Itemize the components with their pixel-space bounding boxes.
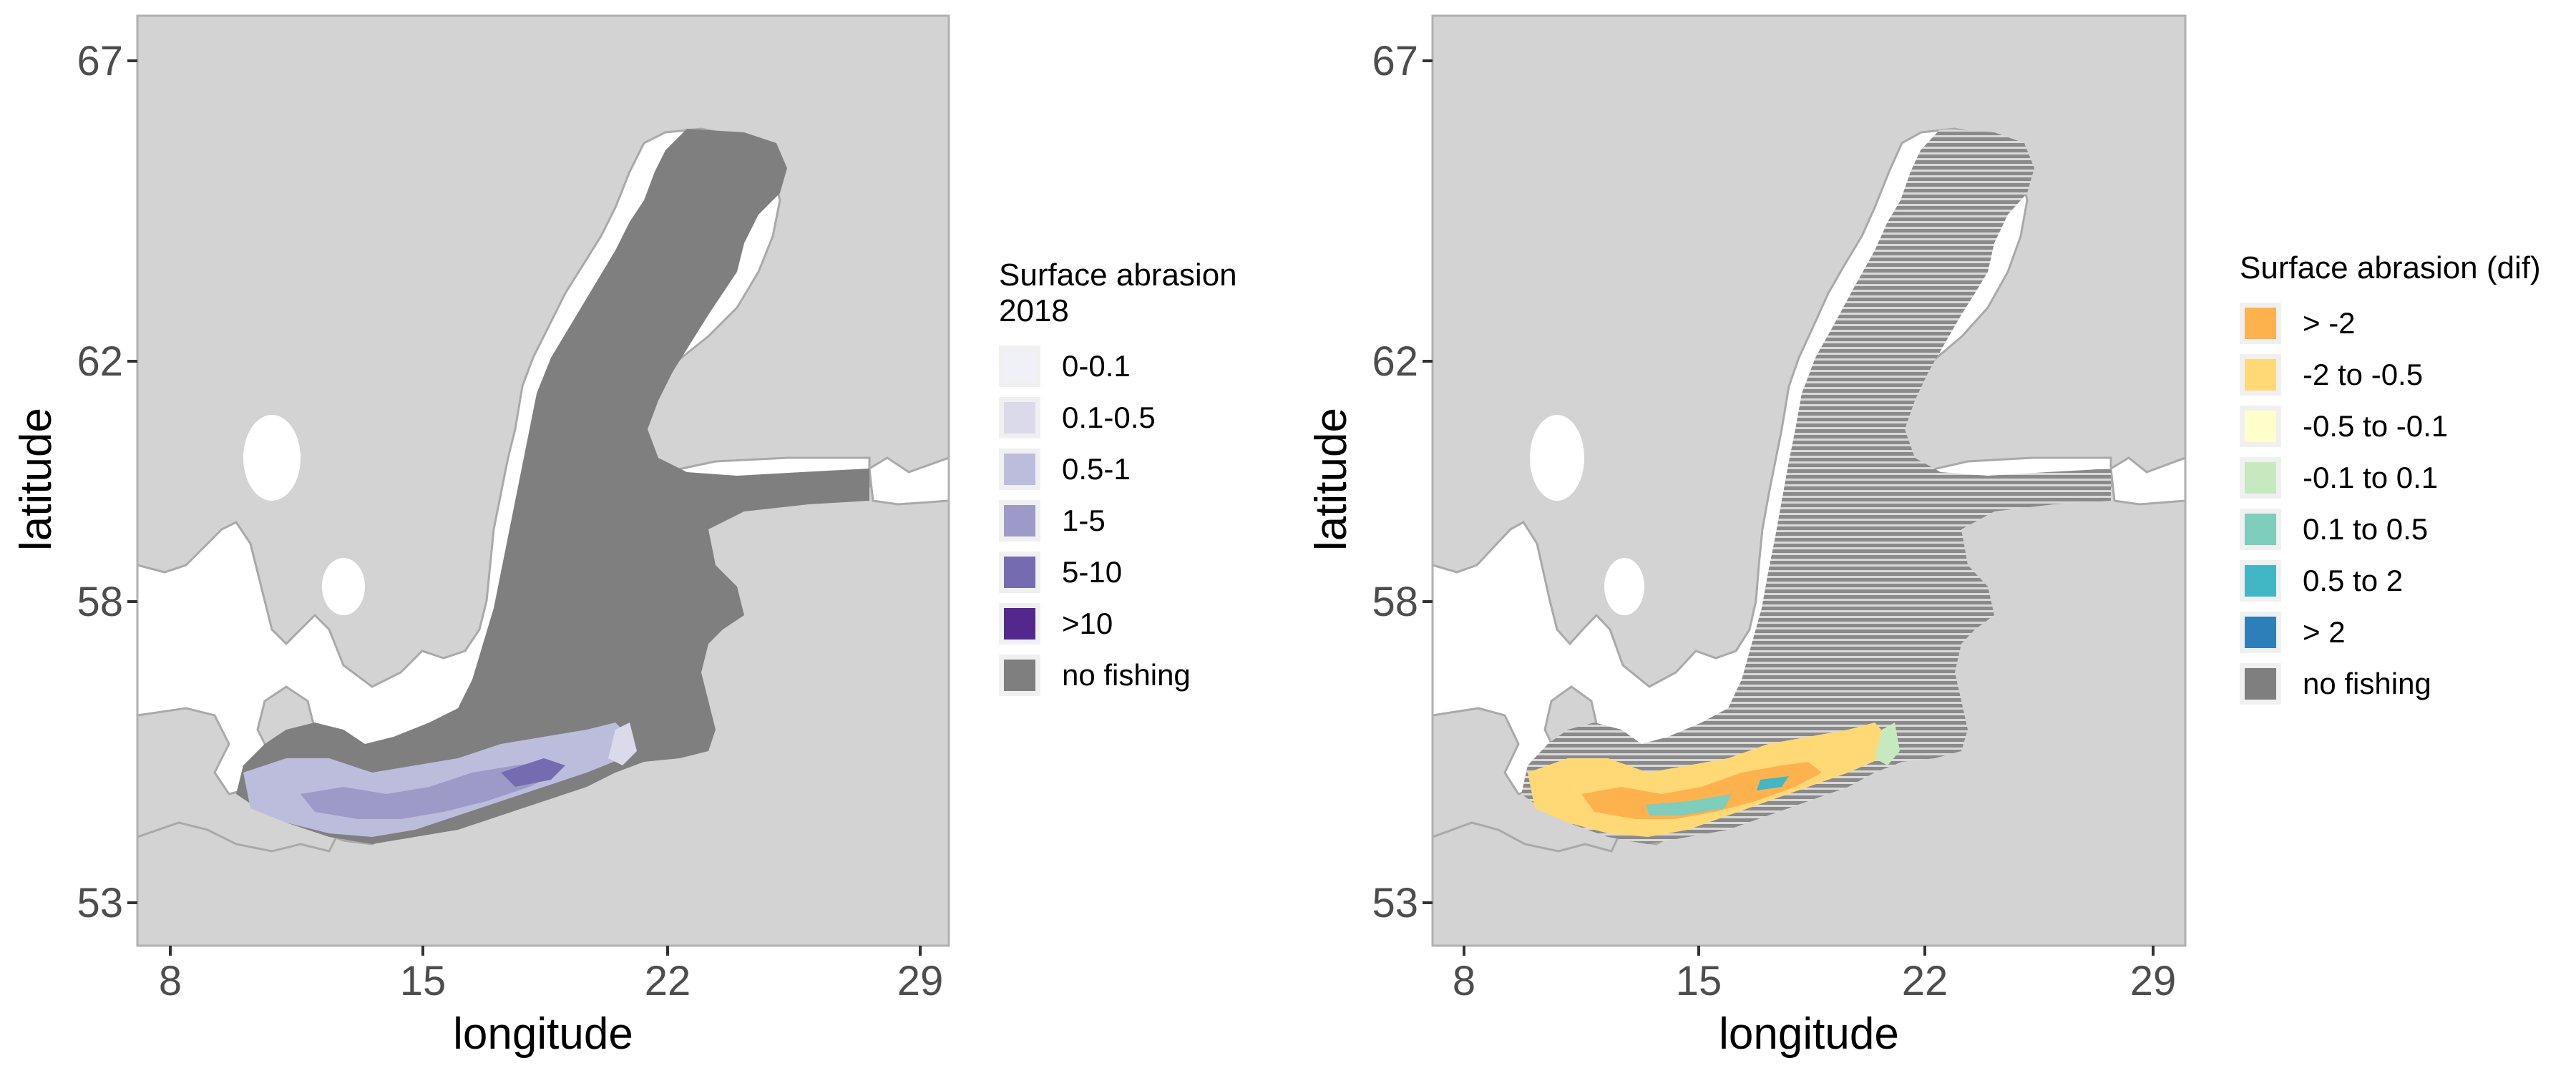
legend-item: > 2	[2240, 607, 2541, 658]
x-tick-label: 15	[1675, 958, 1722, 1004]
legend-label: -0.1 to 0.1	[2303, 461, 2439, 494]
legend-label: 0-0.1	[1062, 349, 1131, 383]
x-tick-label: 8	[158, 958, 182, 1004]
y-tick-label: 53	[1372, 880, 1418, 926]
legend-label: -0.5 to -0.1	[2303, 409, 2449, 443]
legend-items: 0-0.1 0.1-0.5 0.5-1 1-5 5-10 >10 no fishing	[999, 340, 1237, 701]
legend-color-swatch	[2240, 406, 2281, 447]
lake	[1530, 415, 1584, 501]
legend-color-swatch	[999, 346, 1040, 387]
legend-label: no fishing	[1062, 658, 1191, 692]
legend-label: 1-5	[1062, 504, 1106, 537]
legend-label: 0.5-1	[1062, 452, 1131, 486]
legend-item: 0.5 to 2	[2240, 555, 2541, 607]
y-tick-label: 67	[1372, 38, 1418, 84]
legend-label: 0.5 to 2	[2303, 564, 2404, 597]
fishing-difference-area	[1528, 722, 1900, 837]
legend-item: -0.5 to -0.1	[2240, 401, 2541, 452]
legend-item: > -2	[2240, 298, 2541, 349]
map-panel-difference: 67 62 58 53 8 15 22 29 longitude latitud…	[1288, 0, 2576, 1073]
y-axis-title: latitude	[11, 408, 61, 551]
y-tick-label: 62	[1372, 338, 1418, 385]
y-tick-label: 58	[77, 579, 123, 625]
legend-items: > -2 -2 to -0.5 -0.5 to -0.1 -0.1 to 0.1 0.1…	[2240, 298, 2541, 710]
legend-color-swatch	[999, 397, 1040, 438]
axis-ticks	[1423, 59, 2155, 956]
legend-label: > -2	[2303, 306, 2356, 340]
sea-no-fishing	[1521, 129, 2111, 844]
legend-color-swatch	[999, 552, 1040, 593]
legend-item: >10	[999, 598, 1237, 650]
y-tick-label: 62	[77, 338, 123, 385]
legend-color-swatch	[999, 655, 1040, 696]
plot-frame	[1431, 14, 2187, 947]
lake	[322, 558, 365, 615]
legend-color-swatch	[2240, 354, 2281, 396]
lake	[243, 415, 301, 501]
x-tick-label: 22	[1901, 958, 1948, 1004]
legend-color-swatch	[2240, 560, 2281, 602]
legend-item: 0.5-1	[999, 444, 1237, 495]
legend-color-swatch	[2240, 303, 2281, 344]
legend-label: no fishing	[2303, 667, 2431, 700]
legend-item: -2 to -0.5	[2240, 349, 2541, 401]
x-tick-label: 29	[2129, 958, 2177, 1004]
plot-frame	[136, 14, 950, 947]
axis-ticks	[127, 59, 922, 956]
legend-item: no fishing	[999, 650, 1237, 701]
legend-item: 0.1 to 0.5	[2240, 504, 2541, 555]
x-axis-title: longitude	[1719, 1009, 1899, 1059]
legend-item: -0.1 to 0.1	[2240, 452, 2541, 504]
legend-item: 5-10	[999, 547, 1237, 598]
legend-label: > 2	[2303, 615, 2346, 649]
sea-no-fishing	[236, 129, 869, 844]
legend-item: no fishing	[2240, 658, 2541, 710]
y-tick-label: 67	[77, 38, 123, 84]
lake	[1604, 558, 1644, 615]
legend-label: 0.1 to 0.5	[2303, 512, 2429, 546]
map-panel-2018: 67 62 58 53 8 15 22 29 longitude latitud…	[11, 14, 1237, 1059]
x-tick-label: 8	[1452, 958, 1476, 1004]
legend-color-swatch	[999, 500, 1040, 542]
legend-color-swatch	[2240, 509, 2281, 550]
map-plot-right	[1423, 14, 2187, 956]
legend-label: >10	[1062, 607, 1113, 640]
x-axis-title: longitude	[453, 1009, 633, 1059]
legend-title: Surface abrasion (dif)	[2240, 250, 2541, 285]
y-tick-label: 58	[1372, 579, 1418, 625]
legend-color-swatch	[999, 449, 1040, 490]
y-axis-title: latitude	[1307, 408, 1356, 551]
legend-item: 0.1-0.5	[999, 392, 1237, 444]
map-plot-left	[127, 14, 950, 956]
x-tick-label: 29	[897, 958, 944, 1004]
legend: Surface abrasion (dif) > -2 -2 to -0.5 -0.…	[2240, 250, 2541, 710]
legend-color-swatch	[2240, 663, 2281, 705]
legend-item: 1-5	[999, 495, 1237, 547]
legend-item: 0-0.1	[999, 340, 1237, 392]
legend-label: 5-10	[1062, 555, 1123, 589]
x-tick-label: 22	[644, 958, 691, 1004]
legend-label: -2 to -0.5	[2303, 358, 2424, 391]
x-tick-label: 15	[399, 958, 447, 1004]
legend-color-swatch	[2240, 457, 2281, 499]
legend-color-swatch	[2240, 612, 2281, 653]
y-tick-label: 53	[77, 880, 123, 926]
legend-label: 0.1-0.5	[1062, 401, 1156, 434]
legend-title: Surface abrasion 2018	[999, 258, 1237, 328]
fishing-intensity-area	[243, 722, 637, 837]
legend-color-swatch	[999, 603, 1040, 645]
legend: Surface abrasion 2018 0-0.1 0.1-0.5 0.5-1 1…	[999, 258, 1237, 701]
